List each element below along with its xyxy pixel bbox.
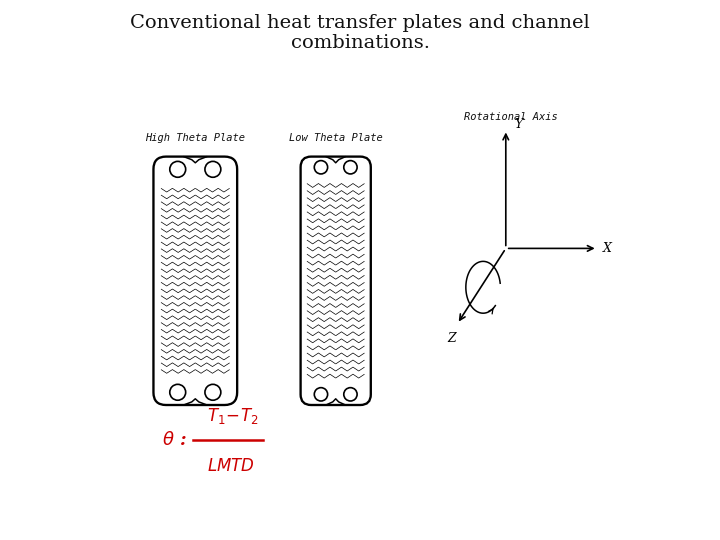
- Text: Y: Y: [514, 118, 522, 131]
- Circle shape: [170, 161, 186, 177]
- Text: Conventional heat transfer plates and channel
combinations.: Conventional heat transfer plates and ch…: [130, 14, 590, 52]
- Circle shape: [205, 384, 221, 400]
- FancyBboxPatch shape: [301, 157, 371, 405]
- Circle shape: [170, 384, 186, 400]
- FancyBboxPatch shape: [153, 157, 237, 405]
- Text: X: X: [603, 242, 612, 255]
- Circle shape: [343, 160, 357, 174]
- Text: Rotational Axis: Rotational Axis: [464, 111, 558, 122]
- Circle shape: [315, 388, 328, 401]
- Text: $LMTD$: $LMTD$: [207, 457, 254, 475]
- Circle shape: [315, 160, 328, 174]
- Circle shape: [205, 161, 221, 177]
- Text: High Theta Plate: High Theta Plate: [145, 133, 246, 143]
- Text: $T_1\!-\!T_2$: $T_1\!-\!T_2$: [207, 406, 258, 426]
- Text: Z: Z: [448, 332, 456, 345]
- Text: $\theta$ :: $\theta$ :: [162, 431, 187, 449]
- Text: Low Theta Plate: Low Theta Plate: [289, 133, 382, 143]
- Circle shape: [343, 388, 357, 401]
